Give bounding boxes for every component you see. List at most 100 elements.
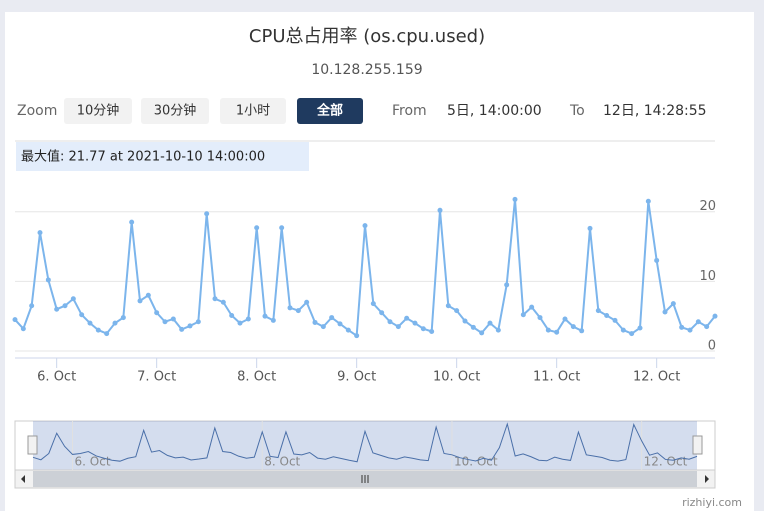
- zoom-button-label[interactable]: 10分钟: [77, 103, 120, 119]
- point: [212, 296, 218, 302]
- point: [595, 308, 601, 314]
- x-tick-label: 10. Oct: [433, 370, 480, 385]
- point: [262, 313, 268, 319]
- zoom-label: Zoom: [17, 103, 57, 119]
- navigator-tick-label: 12. Oct: [644, 455, 688, 469]
- point: [237, 320, 243, 326]
- point: [320, 324, 326, 330]
- point: [195, 319, 201, 325]
- point: [520, 312, 526, 318]
- point: [29, 303, 35, 309]
- point: [479, 330, 485, 336]
- point: [362, 223, 368, 229]
- navigator: [14, 420, 716, 471]
- max-annotation: 最大值: 21.77 at 2021-10-10 14:00:00: [21, 149, 265, 165]
- point: [229, 312, 235, 318]
- scroll-left[interactable]: [21, 475, 25, 483]
- point: [154, 310, 160, 316]
- zoom-button[interactable]: [141, 98, 209, 124]
- from-input[interactable]: 5日, 14:00:00: [447, 103, 542, 119]
- zoom-button-selected[interactable]: [297, 98, 363, 124]
- point: [254, 225, 260, 231]
- scroll-right[interactable]: [705, 475, 709, 483]
- point: [187, 323, 193, 329]
- point: [312, 319, 318, 325]
- to-input[interactable]: 12日, 14:28:55: [603, 103, 707, 119]
- point: [62, 303, 68, 309]
- point: [370, 301, 376, 307]
- point: [45, 277, 51, 283]
- point: [145, 292, 151, 298]
- point: [487, 320, 493, 326]
- navigator-tick-label: 6. Oct: [75, 455, 111, 469]
- point: [670, 301, 676, 307]
- point: [395, 324, 401, 330]
- point: [445, 303, 451, 309]
- point: [379, 310, 385, 316]
- navigator-handle[interactable]: [692, 435, 703, 455]
- watermark: rizhiyi.com: [682, 496, 742, 509]
- point: [287, 305, 293, 311]
- zoom-button-label[interactable]: 30分钟: [154, 103, 197, 119]
- navigator-selection[interactable]: [33, 421, 697, 470]
- point: [54, 306, 60, 312]
- point: [562, 316, 568, 322]
- x-tick-label: 9. Oct: [337, 370, 376, 385]
- point: [70, 296, 76, 302]
- point: [537, 315, 543, 321]
- y-tick-label: 0: [708, 339, 716, 354]
- point: [412, 320, 418, 326]
- point: [437, 207, 443, 213]
- max-annotation-box: [16, 142, 309, 171]
- chart-subtitle: 10.128.255.159: [311, 62, 422, 78]
- point: [512, 196, 518, 202]
- point: [20, 326, 26, 332]
- point: [704, 324, 710, 330]
- point: [470, 324, 476, 330]
- navigator-handle[interactable]: [27, 435, 38, 455]
- point: [179, 326, 185, 332]
- point: [504, 282, 510, 288]
- point: [570, 324, 576, 330]
- point: [662, 309, 668, 315]
- point: [279, 225, 285, 231]
- zoom-button[interactable]: [220, 98, 286, 124]
- zoom-button-label[interactable]: 全部: [316, 103, 343, 119]
- point: [162, 319, 168, 325]
- point: [270, 317, 276, 323]
- point: [420, 326, 426, 332]
- point: [220, 299, 226, 305]
- point: [37, 230, 43, 236]
- navigator-tick-label: 10. Oct: [454, 455, 498, 469]
- point: [637, 325, 643, 331]
- point: [687, 327, 693, 333]
- point: [354, 333, 360, 339]
- point: [345, 327, 351, 333]
- point: [462, 318, 468, 324]
- point: [304, 299, 310, 305]
- zoom-button-label[interactable]: 1小时: [236, 104, 270, 119]
- point: [79, 312, 85, 318]
- point: [112, 320, 118, 326]
- point: [454, 308, 460, 314]
- point: [620, 327, 626, 333]
- point: [429, 328, 435, 334]
- point: [137, 298, 143, 304]
- point: [295, 308, 301, 314]
- point: [629, 331, 635, 337]
- point: [120, 315, 126, 321]
- from-label: From: [392, 103, 427, 119]
- navigator-tick-label: 8. Oct: [264, 455, 300, 469]
- point: [695, 319, 701, 325]
- x-tick-label: 12. Oct: [633, 370, 680, 385]
- point: [529, 304, 535, 310]
- navigator-line: [32, 422, 698, 463]
- scrollbar-grip: [361, 475, 369, 483]
- point: [545, 327, 551, 333]
- point: [679, 324, 685, 330]
- point: [12, 317, 18, 323]
- point: [337, 321, 343, 327]
- zoom-button[interactable]: [64, 98, 132, 124]
